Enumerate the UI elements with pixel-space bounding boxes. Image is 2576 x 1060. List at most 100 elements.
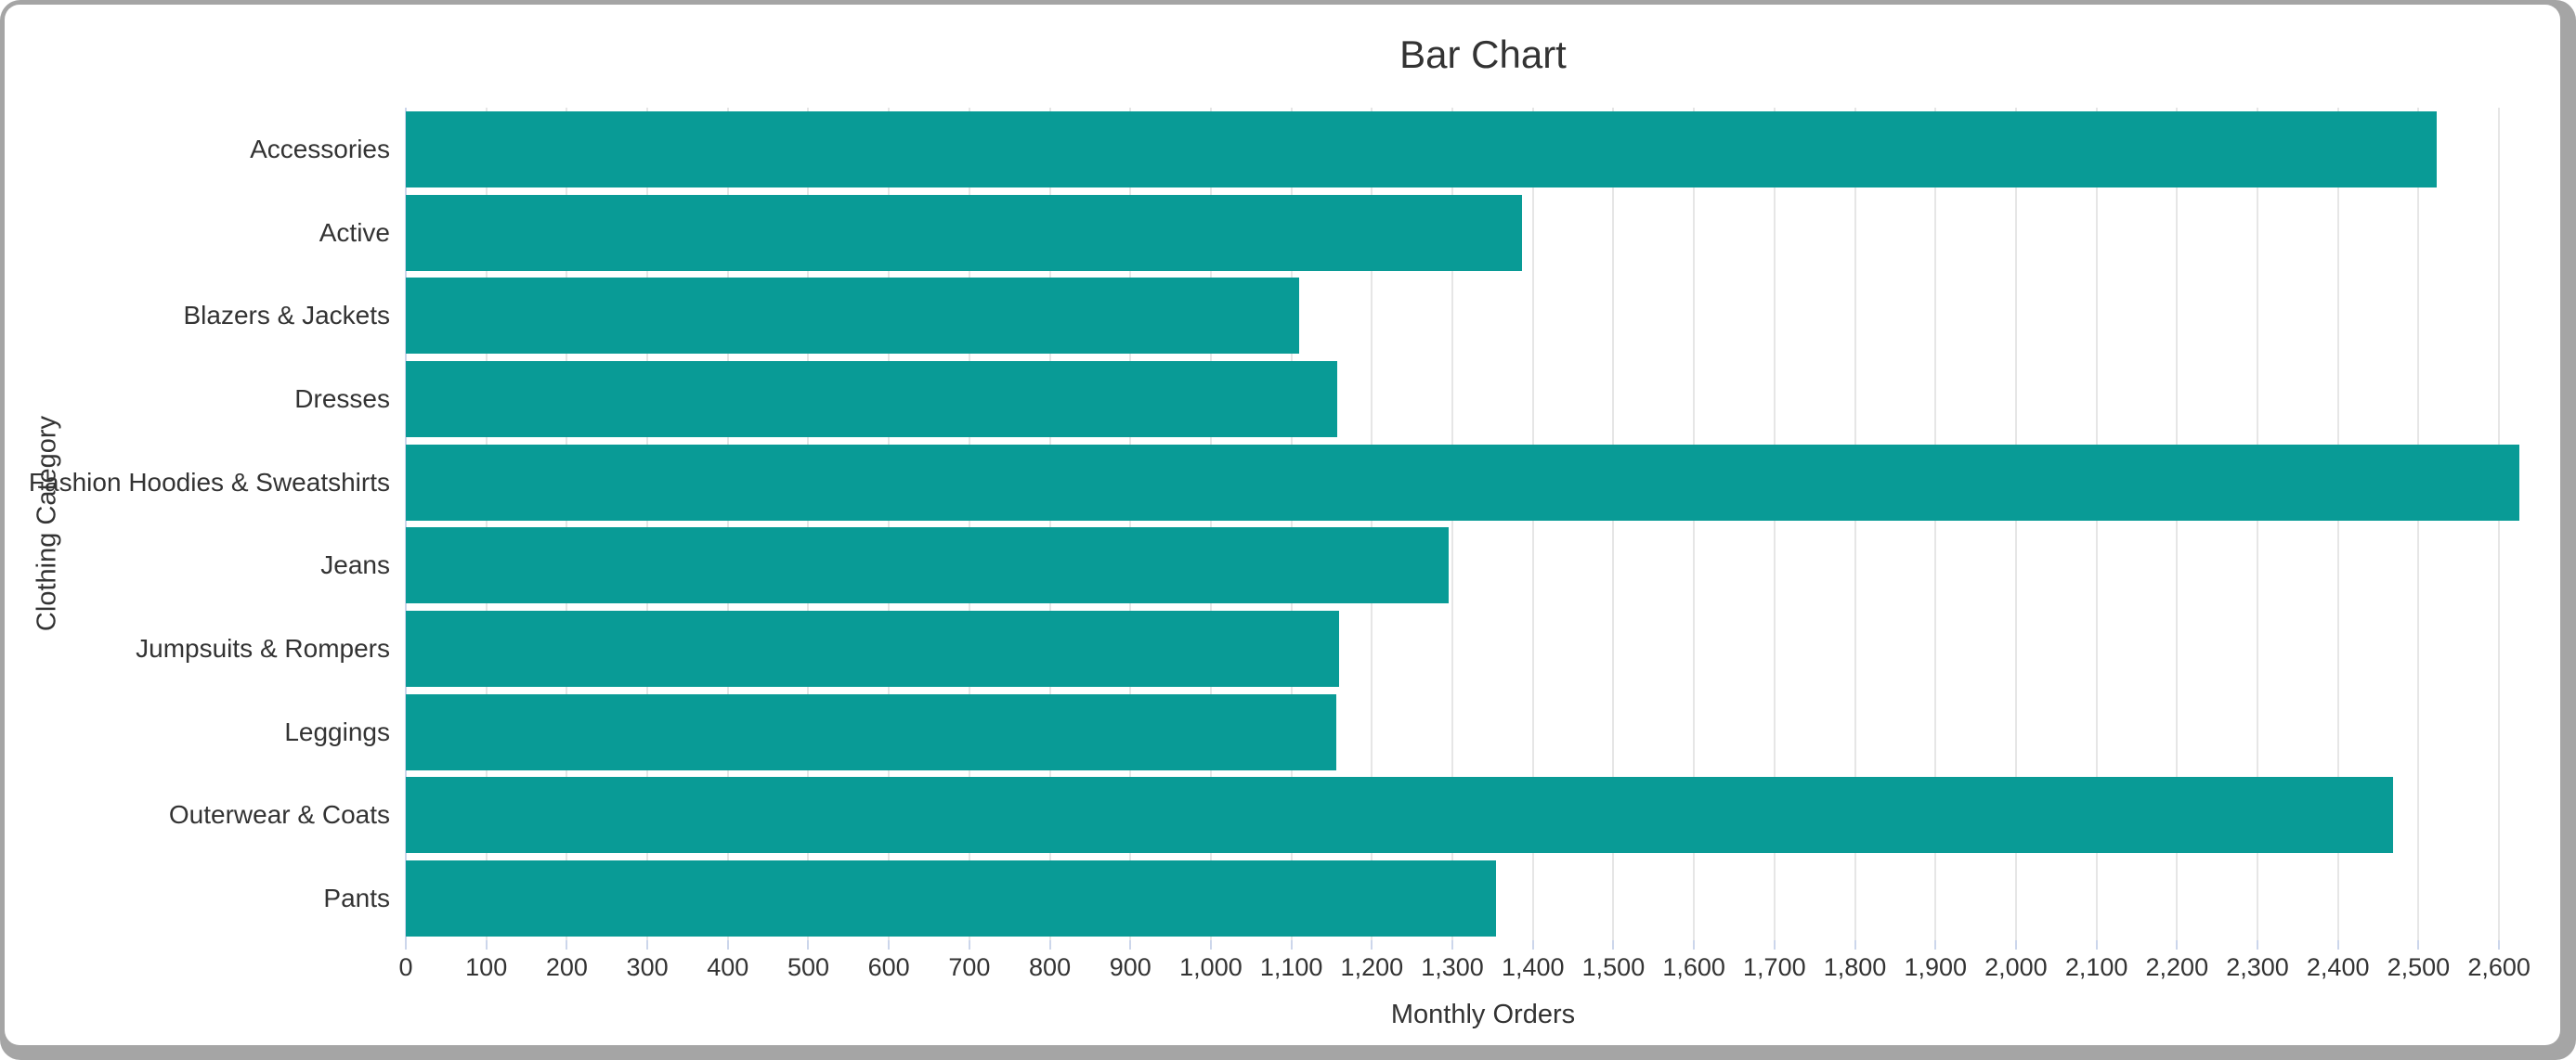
gridline <box>1854 108 1856 940</box>
bar[interactable] <box>406 444 2519 521</box>
bar-row <box>406 357 2560 441</box>
category-label: Jumpsuits & Rompers <box>136 633 390 663</box>
x-tickmark <box>1934 940 1937 950</box>
x-ticklabel: 2,400 <box>2306 953 2370 981</box>
category-label: Pants <box>323 884 390 913</box>
x-tickmark <box>1129 940 1132 950</box>
x-tickmark <box>1209 940 1212 950</box>
x-ticklabel: 2,600 <box>2467 953 2530 981</box>
gridline <box>2498 108 2501 940</box>
gridline <box>2336 108 2339 940</box>
gridline <box>888 108 891 940</box>
x-tickmark <box>1048 940 1051 950</box>
bar-row <box>406 191 2560 275</box>
x-ticklabel: 700 <box>948 953 991 981</box>
category-label: Blazers & Jackets <box>183 301 390 330</box>
x-tickmark <box>888 940 891 950</box>
x-ticklabel: 1,900 <box>1904 953 1968 981</box>
bar-row <box>406 524 2560 607</box>
x-ticklabel: 1,500 <box>1581 953 1646 981</box>
x-tickmark <box>2417 940 2420 950</box>
bar-row <box>406 108 2560 191</box>
x-axis-ticklabels: 0 100 200 300 400 500 600 700 800 900 1,000 1,100 1,… <box>398 953 2560 987</box>
x-ticklabel: 0 <box>398 953 413 981</box>
category-label: Leggings <box>284 717 390 746</box>
x-ticklabel: 2,500 <box>2387 953 2451 981</box>
x-tickmark <box>2336 940 2339 950</box>
x-tickmark <box>2498 940 2501 950</box>
bar[interactable] <box>406 610 1339 687</box>
x-ticklabel: 900 <box>1109 953 1151 981</box>
x-ticklabel: 1,100 <box>1259 953 1323 981</box>
x-axis-tickmarks <box>405 940 2560 950</box>
bar-row <box>406 274 2560 357</box>
gridline <box>1531 108 1534 940</box>
bar[interactable] <box>406 194 1522 271</box>
gridline <box>1693 108 1696 940</box>
x-ticklabel: 2,200 <box>2145 953 2209 981</box>
x-ticklabel: 500 <box>787 953 829 981</box>
category-axis-labels: Accessories Active Blazers & Jackets Dresse… <box>5 108 390 940</box>
x-tickmark <box>2014 940 2017 950</box>
gridline <box>2095 108 2098 940</box>
x-ticklabel: 1,700 <box>1743 953 1806 981</box>
x-tickmark <box>1773 940 1776 950</box>
bar-row <box>406 857 2560 940</box>
gridline <box>2417 108 2420 940</box>
x-tickmark <box>566 940 568 950</box>
chart-panel: Bar Chart Clothing Category Accessories A… <box>5 5 2560 1045</box>
bar[interactable] <box>406 777 2393 854</box>
bar[interactable] <box>406 527 1449 604</box>
gridline <box>726 108 729 940</box>
gridline <box>646 108 649 940</box>
x-tickmark <box>968 940 970 950</box>
gridline <box>485 108 488 940</box>
gridline <box>1773 108 1776 940</box>
category-label: Jeans <box>320 550 390 580</box>
x-tickmark <box>2095 940 2098 950</box>
bar-row <box>406 441 2560 524</box>
x-ticklabel: 1,300 <box>1421 953 1484 981</box>
gridline <box>566 108 568 940</box>
gridline <box>1371 108 1373 940</box>
bars-layer <box>406 108 2560 940</box>
bar[interactable] <box>406 860 1496 937</box>
bar[interactable] <box>406 360 1338 437</box>
x-ticklabel: 1,600 <box>1662 953 1725 981</box>
x-ticklabel: 1,400 <box>1501 953 1565 981</box>
x-tickmark <box>405 940 407 950</box>
x-ticklabel: 2,100 <box>2064 953 2128 981</box>
gridline <box>968 108 970 940</box>
x-ticklabel: 800 <box>1029 953 1072 981</box>
x-axis-title: Monthly Orders <box>1390 1000 1576 1029</box>
gridline <box>1290 108 1293 940</box>
x-tickmark <box>1854 940 1856 950</box>
x-tickmark <box>1290 940 1293 950</box>
x-ticklabel: 400 <box>707 953 749 981</box>
category-label: Active <box>319 217 390 247</box>
gridline <box>1048 108 1051 940</box>
gridline <box>2014 108 2017 940</box>
category-label: Dresses <box>294 383 390 413</box>
x-ticklabel: 100 <box>465 953 508 981</box>
x-ticklabel: 300 <box>626 953 669 981</box>
x-tickmark <box>1612 940 1615 950</box>
x-tickmark <box>1451 940 1454 950</box>
bar[interactable] <box>406 110 2438 187</box>
category-label: Outerwear & Coats <box>168 800 390 830</box>
bar-row <box>406 607 2560 691</box>
x-ticklabel: 200 <box>545 953 588 981</box>
bar[interactable] <box>406 278 1300 355</box>
category-label: Accessories <box>250 134 390 163</box>
x-tickmark <box>1531 940 1534 950</box>
x-ticklabel: 1,800 <box>1823 953 1887 981</box>
x-tickmark <box>2257 940 2259 950</box>
x-tickmark <box>2176 940 2179 950</box>
x-tickmark <box>1371 940 1373 950</box>
x-ticklabel: 600 <box>867 953 910 981</box>
x-ticklabel: 1,000 <box>1179 953 1242 981</box>
gridline <box>807 108 810 940</box>
x-tickmark <box>485 940 488 950</box>
bar[interactable] <box>406 693 1337 770</box>
gridline <box>1934 108 1937 940</box>
